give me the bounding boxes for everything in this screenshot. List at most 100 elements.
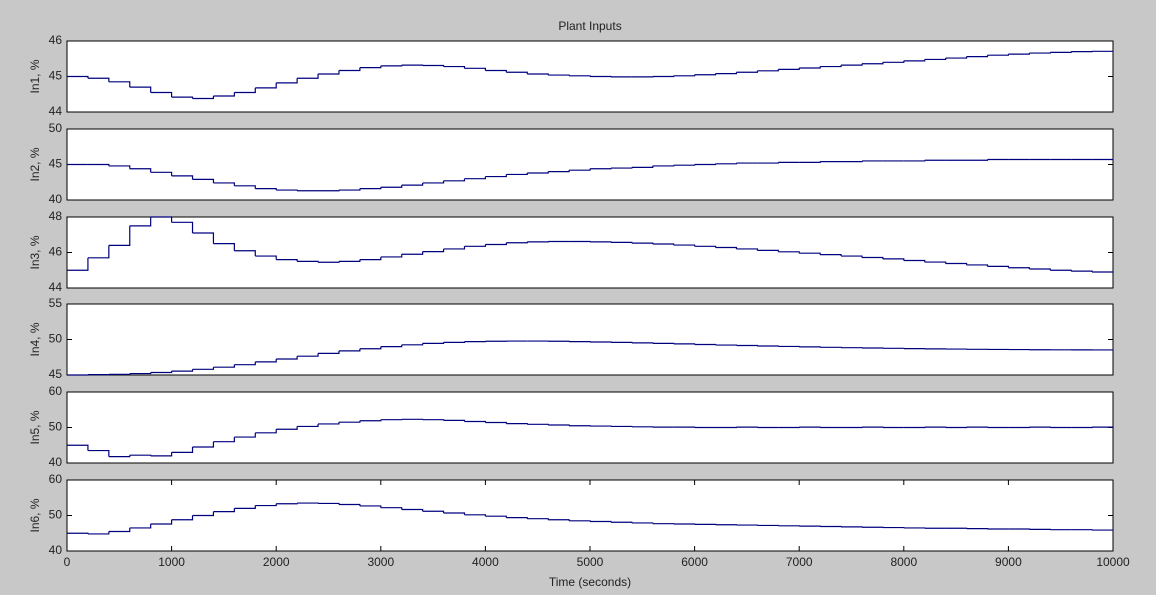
step-segment [443,246,466,250]
y-tick-label: 44 [49,104,63,118]
step-segment [234,432,256,438]
step-segment [1092,271,1114,273]
step-segment [87,531,110,535]
step-segment [67,444,89,451]
step-segment [171,221,194,233]
y-tick-label: 60 [49,472,63,486]
y-tick-label: 40 [49,543,63,557]
step-segment [108,165,131,169]
step-segment [171,447,194,453]
step-segment [338,67,361,72]
x-axis-label: Time (seconds) [549,575,631,589]
step-segment [234,87,256,94]
step-segment [129,217,152,227]
step-segment [67,257,89,271]
y-tick-label: 60 [49,384,63,398]
step-segment [276,78,298,84]
step-segment [129,524,152,529]
step-segment [192,367,215,370]
axes [66,128,1114,201]
step-segment [213,508,235,513]
step-segment [401,251,424,255]
y-tick-label: 55 [49,296,63,310]
y-tick-label: 46 [49,33,63,47]
step-segment [297,353,319,357]
step-segment [150,452,173,457]
x-tick-label: 10000 [1096,555,1130,569]
step-segment [234,361,256,366]
step-segment [192,96,215,100]
step-segment [150,519,173,525]
step-segment [255,359,277,363]
step-segment [171,515,194,521]
axes [66,303,1114,376]
y-tick-label: 50 [49,332,63,346]
x-tick-label: 3000 [367,555,394,569]
step-segment [422,180,445,184]
step-segment [694,343,717,346]
step-segment [234,250,256,257]
step-segment [380,185,403,188]
y-tick-label: 45 [49,157,63,171]
step-segment [673,343,696,345]
step-segment [297,74,319,79]
step-segment [129,86,152,93]
step-segment [359,256,382,261]
x-tick-label: 8000 [890,555,917,569]
y-tick-label: 40 [49,192,63,206]
step-segment [318,350,340,354]
step-segment [255,82,277,89]
x-tick-label: 4000 [472,555,499,569]
step-segment [276,426,298,430]
step-segment [422,248,445,253]
step-segment [108,527,131,533]
y-axis-label: In3, % [28,235,42,269]
step-segment [129,168,152,173]
step-segment [108,81,131,88]
y-axis-label: In6, % [28,498,42,532]
step-segment [464,67,486,71]
step-segment [359,346,382,350]
step-segment [213,437,235,443]
x-tick-label: 1000 [158,555,185,569]
step-segment [255,255,277,260]
step-segment [213,243,235,251]
axes [66,479,1114,552]
step-segment [443,178,466,182]
step-segment [171,175,194,180]
step-segment [485,174,507,178]
y-tick-label: 46 [49,245,63,259]
y-tick-label: 40 [49,455,63,469]
step-segment [297,423,319,428]
step-segment [380,254,403,258]
step-segment [276,356,298,360]
x-tick-label: 5000 [577,555,604,569]
y-axis-label: In1, % [28,59,42,93]
step-segment [213,364,235,368]
y-tick-label: 50 [49,420,63,434]
y-tick-label: 45 [49,69,63,83]
step-segment [192,178,215,183]
step-segment [192,232,215,244]
x-tick-label: 6000 [681,555,708,569]
chart-title: Plant Inputs [558,19,621,33]
y-axis-label: In4, % [28,322,42,356]
step-segment [150,91,173,98]
step-segment [87,77,110,82]
x-tick-label: 2000 [263,555,290,569]
step-segment [255,429,277,434]
step-segment [213,92,235,97]
step-segment [150,216,173,223]
step-segment [318,70,340,75]
y-tick-label: 44 [49,280,63,294]
x-tick-label: 9000 [995,555,1022,569]
step-segment [610,341,633,343]
step-segment [590,241,612,243]
step-segment [234,505,256,509]
y-axis-label: In5, % [28,410,42,444]
step-segment [150,171,173,176]
step-segment [401,182,424,186]
step-segment [192,441,215,448]
